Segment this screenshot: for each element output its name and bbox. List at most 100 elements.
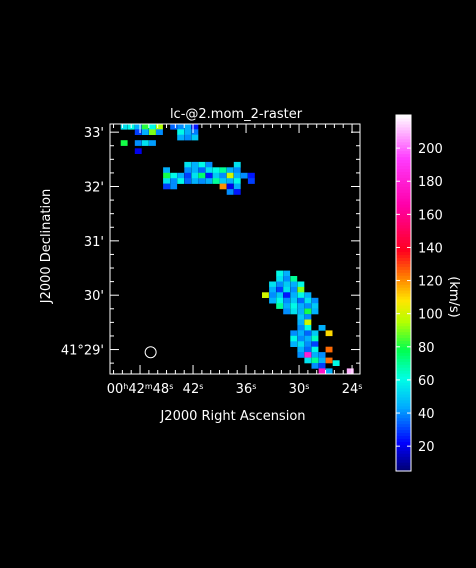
colorbar-segment	[396, 355, 411, 359]
colorbar-segment	[396, 281, 411, 285]
colorbar-segment	[396, 129, 411, 134]
data-pixel	[346, 368, 354, 375]
data-pixel	[304, 357, 312, 364]
colorbar-segment	[396, 290, 411, 294]
colorbar-segment	[396, 402, 411, 407]
colorbar-segment	[396, 141, 411, 146]
colorbar-segment	[396, 376, 411, 380]
colorbar-segment	[396, 384, 411, 389]
x-tick-labels: 00h42m48s 42s 36s 30s 24s	[107, 382, 363, 398]
colorbar-segment	[396, 331, 411, 336]
colorbar-segment	[396, 411, 411, 416]
colorbar-segment	[396, 417, 411, 422]
colorbar-segment	[396, 444, 411, 448]
data-pixel	[205, 178, 213, 184]
colorbar-segment	[396, 117, 411, 122]
colorbar-segment	[396, 293, 411, 297]
x-tick-label: 36s	[236, 382, 257, 398]
data-pixel	[297, 281, 305, 288]
data-pixel	[198, 172, 206, 179]
data-pixel	[233, 167, 241, 173]
data-pixel	[269, 292, 276, 298]
colorbar-segment	[396, 295, 411, 300]
colorbar-segment	[396, 319, 411, 324]
data-pixel	[177, 123, 185, 130]
colorbar-segment	[396, 420, 411, 425]
data-pixel	[141, 129, 149, 135]
colorbar-segment	[396, 429, 411, 434]
data-pixel	[304, 335, 312, 342]
data-pixel	[297, 314, 305, 320]
data-pixel	[311, 352, 319, 358]
data-pixel	[297, 330, 305, 337]
data-pixel	[269, 286, 276, 293]
data-pixel	[191, 178, 199, 184]
data-pixel	[141, 140, 149, 146]
data-pixel	[304, 330, 312, 337]
colorbar-segment	[396, 171, 411, 175]
data-pixel	[198, 167, 206, 173]
colorbar-segment	[396, 126, 411, 131]
colorbar-segment	[396, 328, 411, 333]
data-pixel	[297, 297, 305, 304]
data-pixel	[290, 292, 298, 298]
data-pixel	[283, 303, 291, 309]
colorbar-segment	[396, 156, 411, 161]
data-pixel	[311, 357, 319, 364]
y-tick-label: 30'	[84, 289, 104, 304]
colorbar-segment	[396, 266, 411, 270]
data-pixel	[304, 319, 312, 326]
data-pixel	[219, 167, 227, 173]
data-pixel	[149, 123, 156, 130]
data-pixel	[134, 140, 142, 146]
data-pixel	[184, 123, 192, 130]
data-pixel	[240, 172, 248, 179]
data-pixel	[205, 167, 213, 173]
colorbar-segment	[396, 150, 411, 155]
colorbar-tick-label: 100	[418, 308, 443, 323]
colorbar-segment	[396, 153, 411, 158]
data-pixel	[163, 178, 170, 184]
colorbar-segment	[396, 435, 411, 439]
colorbar-segment	[396, 367, 411, 371]
data-pixel	[269, 297, 276, 304]
colorbar-segment	[396, 399, 411, 404]
data-pixel	[283, 308, 291, 315]
colorbar-segment	[396, 465, 411, 469]
colorbar-label: (km/s)	[446, 276, 461, 318]
data-pixel	[304, 314, 312, 320]
colorbar-segment	[396, 165, 411, 169]
colorbar-segment	[396, 414, 411, 419]
data-pixel	[290, 286, 298, 293]
colorbar-segment	[396, 239, 411, 244]
data-pixel	[226, 178, 234, 184]
colorbar-segment	[396, 260, 411, 264]
data-pixel	[191, 123, 199, 130]
colorbar-segment	[396, 233, 411, 238]
data-pixel	[233, 178, 241, 184]
pixel-layer	[120, 123, 354, 375]
data-pixel	[283, 286, 291, 293]
data-pixel	[212, 167, 220, 173]
y-tick-label: 32'	[84, 181, 104, 196]
data-pixel	[297, 335, 305, 342]
colorbar-segment	[396, 263, 411, 267]
colorbar-segment	[396, 307, 411, 312]
colorbar-segment	[396, 198, 411, 202]
data-pixel	[290, 303, 298, 309]
colorbar-segment	[396, 468, 411, 472]
axes	[109, 123, 361, 375]
colorbar-segment	[396, 254, 411, 258]
colorbar-segment	[396, 159, 411, 164]
colorbar-segment	[396, 147, 411, 152]
colorbar-segment	[396, 218, 411, 223]
data-pixel	[198, 178, 206, 184]
data-pixel	[304, 346, 312, 353]
colorbar-segment	[396, 361, 411, 365]
data-pixel	[311, 308, 319, 315]
data-pixel	[191, 129, 199, 135]
data-pixel	[297, 286, 305, 293]
data-pixel	[318, 357, 326, 364]
colorbar-segment	[396, 459, 411, 463]
colorbar-segment	[396, 215, 411, 220]
